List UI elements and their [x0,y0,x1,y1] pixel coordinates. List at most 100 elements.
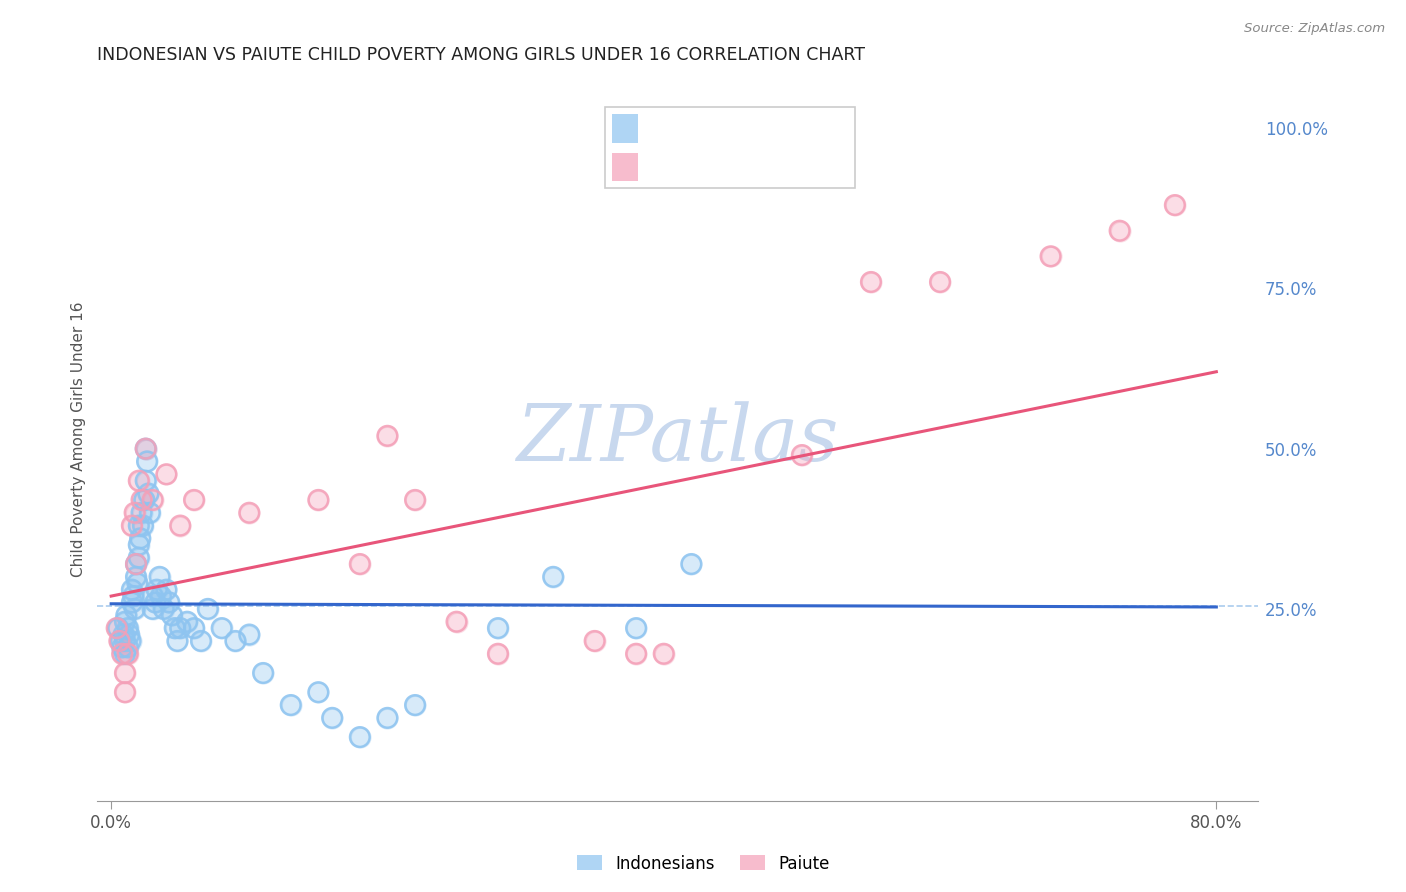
Point [131,506,153,520]
Point [129,532,152,546]
Point [117,621,139,635]
Point [129,532,152,546]
Point [131,506,153,520]
Point [307,492,329,507]
Point [128,550,150,565]
Point [252,665,274,680]
Point [114,665,136,680]
Point [169,518,191,533]
Point [118,627,141,641]
Point [859,275,882,289]
Point [349,557,371,571]
Point [145,595,167,609]
Point [583,634,606,648]
Point [120,634,142,648]
Point [122,589,145,603]
Point [238,506,260,520]
Point [280,698,302,712]
Point [117,640,139,655]
Point [211,621,233,635]
Point [138,486,160,500]
Point [349,730,371,744]
Point [128,474,150,488]
Point [1164,198,1187,212]
Y-axis label: Child Poverty Among Girls Under 16: Child Poverty Among Girls Under 16 [72,301,86,577]
Point [183,492,205,507]
Point [155,582,177,597]
Point [155,582,177,597]
Point [624,647,647,661]
Point [224,634,246,648]
Point [176,615,198,629]
Point [280,698,302,712]
Point [115,608,138,623]
Point [183,621,205,635]
Point [1108,224,1130,238]
Point [121,582,143,597]
Point [166,634,188,648]
Point [142,492,165,507]
Point [155,467,177,482]
Point [117,621,139,635]
Point [114,665,136,680]
Point [117,647,139,661]
Point [107,621,129,635]
Point [139,506,162,520]
Text: Source: ZipAtlas.com: Source: ZipAtlas.com [1244,22,1385,36]
Point [142,589,165,603]
Point [377,711,399,725]
Point [160,608,183,623]
Point [652,647,675,661]
Point [112,627,135,641]
Point [624,647,647,661]
Point [108,634,131,648]
Point [1039,249,1062,263]
Point [190,634,212,648]
Point [111,640,134,655]
Point [135,474,157,488]
Point [404,492,426,507]
Point [132,518,155,533]
Point [307,685,329,699]
Point [114,685,136,699]
Point [114,634,136,648]
Point [169,621,191,635]
Point [211,621,233,635]
Point [108,634,131,648]
Point [446,615,468,629]
Text: INDONESIAN VS PAIUTE CHILD POVERTY AMONG GIRLS UNDER 16 CORRELATION CHART: INDONESIAN VS PAIUTE CHILD POVERTY AMONG… [97,46,865,64]
Point [120,634,142,648]
Point [790,448,813,462]
Point [149,589,172,603]
Point [132,518,155,533]
Point [128,518,150,533]
Point [125,557,148,571]
Point [349,730,371,744]
Point [349,557,371,571]
Point [163,621,186,635]
Point [128,538,150,552]
Point [125,557,148,571]
Point [1039,249,1062,263]
Point [142,492,165,507]
Point [142,589,165,603]
Legend: Indonesians, Paiute: Indonesians, Paiute [569,848,837,880]
Point [105,621,128,635]
Point [145,595,167,609]
Point [124,506,146,520]
Point [125,557,148,571]
Point [125,557,148,571]
Point [152,602,174,616]
Point [114,647,136,661]
Point [183,492,205,507]
Point [134,492,156,507]
Point [142,602,165,616]
Point [176,615,198,629]
Point [112,627,135,641]
Point [486,647,509,661]
Point [541,570,564,584]
Point [152,602,174,616]
Point [197,602,219,616]
Point [128,518,150,533]
Point [148,570,170,584]
